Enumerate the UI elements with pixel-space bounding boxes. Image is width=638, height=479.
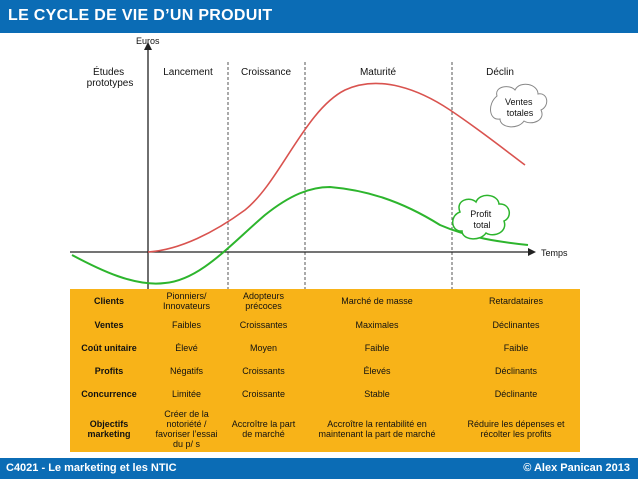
footer-bar: C4021 - Le marketing et les NTIC © Alex … bbox=[0, 458, 638, 479]
table-cell: Élevés bbox=[363, 365, 391, 376]
sales-callout-text: Ventes totales bbox=[505, 97, 535, 118]
y-axis-label: Euros bbox=[136, 36, 160, 46]
table-row-label: Concurrence bbox=[81, 388, 137, 399]
profit-callout: Profit total bbox=[452, 194, 511, 240]
table-cell: Maximales bbox=[355, 319, 399, 330]
table-cell: Déclinante bbox=[494, 388, 538, 399]
sales-callout: Ventes totales bbox=[490, 83, 548, 128]
table-cell: Créer de la notoriété / favoriser l’essa… bbox=[155, 408, 218, 449]
profit-callout-text: Profit total bbox=[470, 209, 494, 230]
table-row-label: Objectifs marketing bbox=[87, 418, 131, 439]
phase-label-declin: Déclin bbox=[486, 67, 514, 78]
table-row-label: Coût unitaire bbox=[81, 342, 137, 353]
table-cell: Réduire les dépenses et récolter les pro… bbox=[467, 418, 565, 439]
title-bar: LE CYCLE DE VIE D’UN PRODUIT bbox=[0, 0, 638, 33]
table-cell: Moyen bbox=[249, 342, 277, 353]
page-title: LE CYCLE DE VIE D’UN PRODUIT bbox=[8, 7, 273, 24]
x-axis-label: Temps bbox=[541, 248, 568, 258]
y-axis-arrow bbox=[144, 42, 152, 50]
table-cell: Croissantes bbox=[239, 319, 288, 330]
table-cell: Limitée bbox=[171, 388, 201, 399]
footer-course: C4021 - Le marketing et les NTIC bbox=[6, 462, 177, 474]
table-row-label: Clients bbox=[93, 296, 124, 306]
characteristics-table: Clients Pionniers/ Innovateurs Adopteurs p… bbox=[70, 289, 580, 452]
table-cell: Accroître la part de marché bbox=[231, 418, 296, 439]
x-axis-arrow bbox=[528, 248, 536, 256]
profit-curve bbox=[71, 185, 529, 285]
table-cell: Adopteurs précoces bbox=[242, 291, 285, 311]
table-cell: Accroître la rentabilité en maintenant l… bbox=[318, 418, 436, 439]
table-cell: Marché de masse bbox=[341, 296, 413, 306]
table-cell: Pionniers/ Innovateurs bbox=[162, 291, 211, 311]
phase-separators bbox=[147, 62, 453, 289]
table-cell: Faible bbox=[503, 342, 529, 353]
table-cell: Déclinants bbox=[494, 365, 538, 376]
table-row-label: Ventes bbox=[94, 319, 124, 330]
table-cell: Élevé bbox=[175, 342, 198, 353]
table-cell: Déclinantes bbox=[492, 319, 540, 330]
table-cell: Faible bbox=[364, 342, 390, 353]
phase-label-etudes: Études prototypes bbox=[87, 65, 134, 89]
phase-label-maturite: Maturité bbox=[360, 67, 397, 78]
table-row-label: Profits bbox=[94, 365, 124, 376]
table-cell: Croissants bbox=[242, 365, 285, 376]
table-cell: Retardataires bbox=[488, 296, 544, 306]
phase-label-croissance: Croissance bbox=[241, 67, 291, 78]
footer-copyright: © Alex Panican 2013 bbox=[523, 462, 630, 474]
table-cell: Croissante bbox=[241, 388, 286, 399]
table-cell: Stable bbox=[364, 388, 390, 399]
phase-label-lancement: Lancement bbox=[163, 67, 213, 78]
sales-curve bbox=[147, 82, 526, 253]
table-cell: Faibles bbox=[171, 319, 201, 330]
table-cell: Négatifs bbox=[169, 365, 204, 376]
